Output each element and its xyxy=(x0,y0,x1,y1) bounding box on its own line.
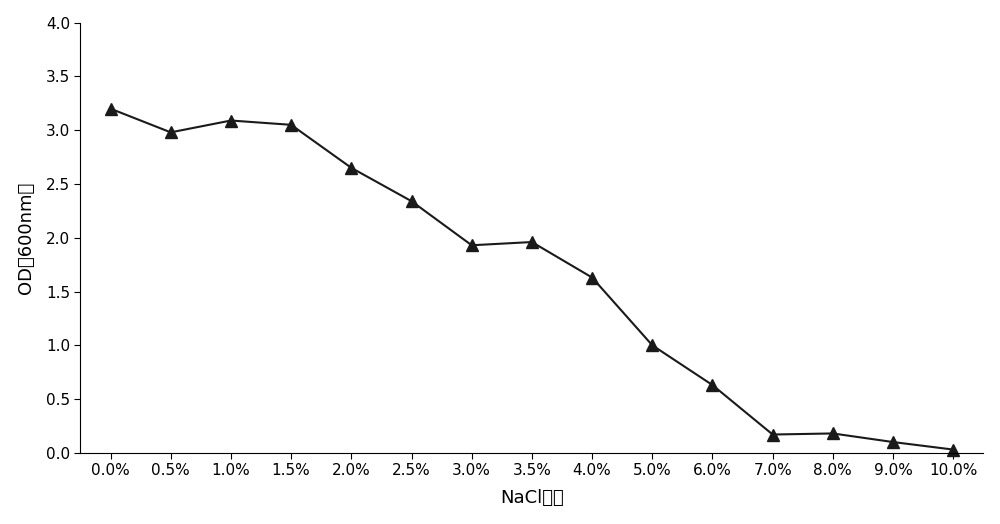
Y-axis label: OD（600nm）: OD（600nm） xyxy=(17,182,35,294)
X-axis label: NaCl浓度: NaCl浓度 xyxy=(500,489,564,507)
